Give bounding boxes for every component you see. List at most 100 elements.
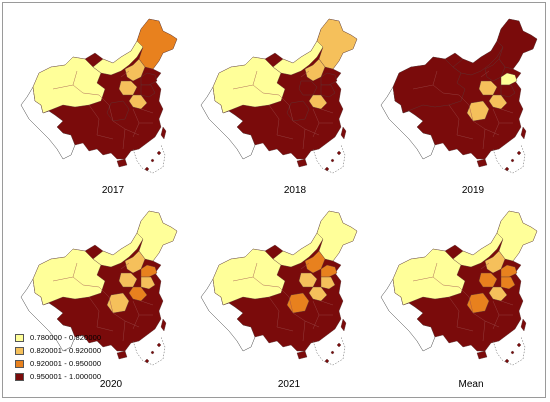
region-northeast — [496, 18, 538, 70]
province-boundary — [278, 94, 290, 106]
province-boundary — [122, 320, 126, 342]
region-central — [286, 100, 310, 122]
region-northeast — [496, 210, 538, 262]
legend-item: 0.820001 - 0.920000 — [15, 344, 101, 357]
province-boundary — [456, 326, 474, 332]
region-hebei — [304, 58, 326, 82]
region-jiangsu — [320, 276, 336, 290]
province-boundary — [120, 70, 130, 78]
province-boundary — [132, 314, 140, 330]
province-boundary — [292, 120, 306, 130]
map-panel-2017 — [13, 9, 183, 179]
region-taiwan — [340, 318, 347, 332]
province-boundary — [108, 296, 114, 314]
region-island3 — [330, 158, 335, 163]
china-choropleth-map — [200, 210, 358, 366]
south-sea-boundary — [312, 144, 346, 174]
province-boundary — [458, 286, 470, 298]
region-central — [106, 100, 130, 122]
province-boundary — [472, 120, 486, 130]
south-sea-boundary — [492, 144, 526, 174]
province-boundary — [468, 104, 474, 122]
province-boundary — [72, 262, 78, 278]
region-island2 — [324, 358, 330, 364]
province-boundary — [96, 134, 114, 140]
region-taiwan — [520, 318, 527, 332]
province-boundary — [88, 296, 100, 328]
province-boundary — [276, 134, 294, 140]
region-island3 — [510, 350, 515, 355]
province-boundary — [140, 300, 154, 306]
province-boundary — [98, 286, 110, 298]
region-northwest — [392, 248, 466, 306]
region-taiwan — [340, 126, 347, 140]
china-choropleth-map — [20, 18, 178, 174]
china-choropleth-map — [200, 18, 358, 174]
region-hainan — [116, 158, 128, 168]
province-boundary — [82, 92, 100, 96]
province-boundary — [442, 284, 460, 288]
panel-label-2017: 2017 — [101, 185, 125, 196]
map-panel-2019 — [373, 9, 543, 179]
province-boundary — [500, 108, 514, 114]
region-island1 — [336, 342, 342, 348]
region-taiwan — [160, 126, 167, 140]
province-boundary — [448, 104, 460, 136]
panel-label-2021: 2021 — [277, 379, 301, 390]
china-choropleth-map — [20, 210, 178, 366]
region-central — [466, 100, 490, 122]
region-hebei — [124, 250, 146, 274]
region-island2 — [144, 358, 150, 364]
region-island3 — [330, 350, 335, 355]
region-island3 — [150, 350, 155, 355]
province-boundary — [262, 284, 280, 288]
region-island1 — [516, 150, 522, 156]
panel-label-2020: 2020 — [99, 379, 123, 390]
province-boundary — [458, 94, 470, 106]
legend-label: 0.920001 - 0.950000 — [30, 359, 102, 368]
province-boundary — [292, 312, 306, 322]
province-boundary — [492, 314, 500, 330]
province-boundary — [300, 262, 310, 270]
region-hainan — [296, 350, 308, 360]
china-choropleth-map — [380, 210, 538, 366]
map-panel-mean — [373, 201, 543, 371]
province-boundary — [88, 104, 100, 136]
region-jiangsu — [500, 276, 516, 290]
region-island2 — [504, 166, 510, 172]
province-boundary — [320, 300, 334, 306]
province-boundary — [112, 312, 126, 322]
region-hainan — [116, 350, 128, 360]
province-boundary — [288, 296, 294, 314]
region-northwest — [212, 248, 286, 306]
region-hebei — [484, 250, 506, 274]
region-hebei — [304, 250, 326, 274]
province-boundary — [120, 262, 130, 270]
map-legend: 0.780000 - 0.820000 0.820001 - 0.920000 … — [15, 331, 101, 383]
province-boundary — [252, 262, 258, 278]
province-boundary — [448, 296, 460, 328]
province-boundary — [268, 104, 280, 136]
region-central — [466, 292, 490, 314]
province-boundary — [304, 128, 320, 136]
south-sea-boundary — [132, 144, 166, 174]
province-boundary — [320, 108, 334, 114]
province-boundary — [312, 122, 320, 138]
region-central — [286, 292, 310, 314]
legend-label: 0.820001 - 0.920000 — [30, 346, 102, 355]
province-boundary — [124, 320, 140, 328]
region-island2 — [144, 166, 150, 172]
south-sea-boundary — [132, 336, 166, 366]
legend-item: 0.920001 - 0.950000 — [15, 357, 101, 370]
province-boundary — [252, 70, 258, 86]
province-boundary — [98, 94, 110, 106]
legend-swatch — [15, 346, 24, 355]
province-boundary — [302, 128, 306, 150]
province-boundary — [480, 70, 490, 78]
region-northwest — [212, 56, 286, 114]
legend-label: 0.780000 - 0.820000 — [30, 333, 102, 342]
province-boundary — [480, 262, 490, 270]
region-island3 — [150, 158, 155, 163]
region-island1 — [156, 150, 162, 156]
region-taiwan — [520, 126, 527, 140]
